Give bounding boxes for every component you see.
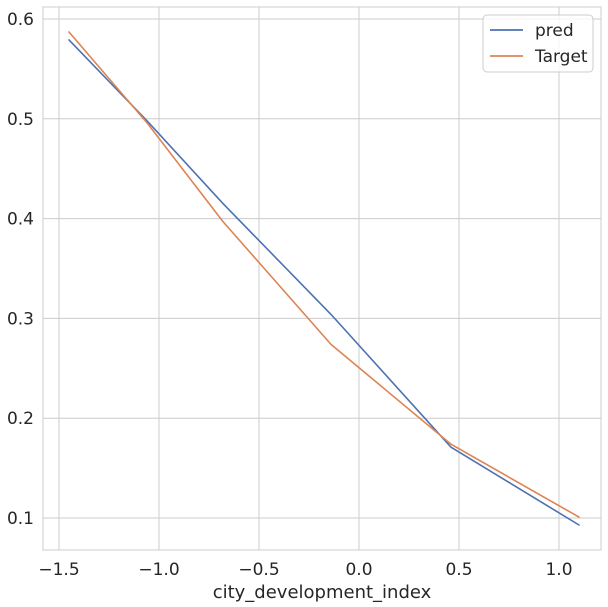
x-tick-label: 1.0 — [545, 560, 572, 580]
x-tick-label: −1.5 — [38, 560, 79, 580]
y-tick-label: 0.4 — [7, 210, 34, 230]
legend-label: Target — [534, 47, 588, 67]
y-tick-label: 0.3 — [7, 309, 34, 329]
plot-area — [42, 6, 602, 551]
y-tick-label: 0.2 — [7, 409, 34, 429]
x-axis-label: city_development_index — [213, 582, 432, 603]
x-tick-label: 0.5 — [445, 560, 472, 580]
y-tick-labels: 0.1 0.2 0.3 0.4 0.5 0.6 — [7, 10, 34, 529]
x-tick-label: −0.5 — [238, 560, 279, 580]
x-tick-labels: −1.5 −1.0 −0.5 0.0 0.5 1.0 — [38, 560, 572, 580]
grid-lines — [43, 7, 601, 550]
y-tick-label: 0.6 — [7, 10, 34, 30]
x-tick-label: −1.0 — [138, 560, 179, 580]
y-tick-label: 0.1 — [7, 509, 34, 529]
series-line-target — [68, 31, 580, 518]
y-tick-label: 0.5 — [7, 110, 34, 130]
series-lines — [68, 31, 580, 526]
x-tick-label: 0.0 — [345, 560, 372, 580]
legend-label: pred — [535, 21, 574, 41]
legend: pred Target — [482, 14, 594, 73]
